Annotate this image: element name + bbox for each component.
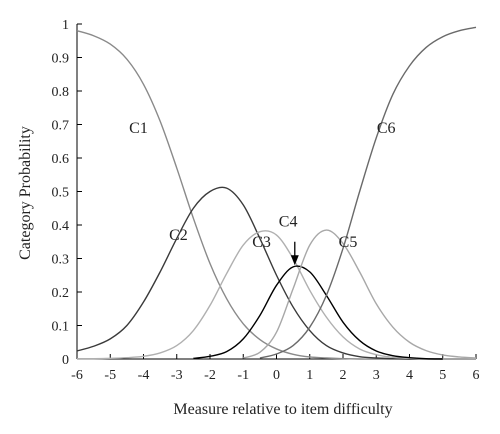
series-group: [76, 26, 477, 360]
curve-label-c1: C1: [129, 120, 148, 137]
y-tick-label: 0.4: [52, 219, 70, 234]
axes: -6 -5 -4 -3 -2 -1 0 1 2 3 4 5 6 0 0.1 0.2 0.3 0.4 0.5 0.6 0.…: [52, 18, 480, 383]
curve-label-c4: C4: [279, 214, 298, 231]
y-tick-label: 0.7: [52, 119, 70, 134]
y-tick-label: 0.3: [52, 253, 70, 268]
series-line-c3: [76, 230, 476, 360]
series-line-c6: [259, 26, 477, 359]
y-tick-label: 0.1: [52, 320, 70, 335]
y-tick-label: 1: [62, 18, 69, 33]
y-tick-label: 0.9: [52, 52, 70, 67]
series-line-c1: [76, 30, 476, 360]
x-tick-label: 3: [373, 368, 380, 383]
y-axis-title: Category Probability: [17, 126, 34, 260]
curve-labels: C1 C2 C3 C4 C5 C6: [129, 120, 396, 266]
x-tick-label: -6: [71, 368, 83, 383]
x-tick-label: 0: [273, 368, 280, 383]
x-tick-label: -2: [204, 368, 216, 383]
x-tick-label: 2: [340, 368, 347, 383]
x-tick-label: 1: [306, 368, 313, 383]
y-tick-label: 0: [62, 353, 69, 368]
x-tick-label: 4: [406, 368, 413, 383]
x-tick-label: -3: [171, 368, 183, 383]
x-tick-label: -5: [104, 368, 116, 383]
y-tick-label: 0.2: [52, 286, 70, 301]
curve-label-c6: C6: [377, 120, 396, 137]
curve-label-c2: C2: [169, 227, 188, 244]
series-line-c4: [193, 265, 443, 360]
y-tick-label: 0.5: [52, 186, 70, 201]
series-line-c5: [243, 229, 477, 359]
y-tick-label: 0.6: [52, 152, 70, 167]
y-tick-label: 0.8: [52, 85, 70, 100]
x-tick-label: -4: [138, 368, 150, 383]
arrow-head: [290, 255, 299, 266]
x-tick-label: 6: [473, 368, 480, 383]
x-tick-label: 5: [439, 368, 446, 383]
curve-label-c3: C3: [252, 234, 271, 251]
x-axis-title: Measure relative to item difficulty: [173, 401, 392, 418]
curve-label-c5: C5: [339, 234, 358, 251]
x-tick-label: -1: [237, 368, 249, 383]
